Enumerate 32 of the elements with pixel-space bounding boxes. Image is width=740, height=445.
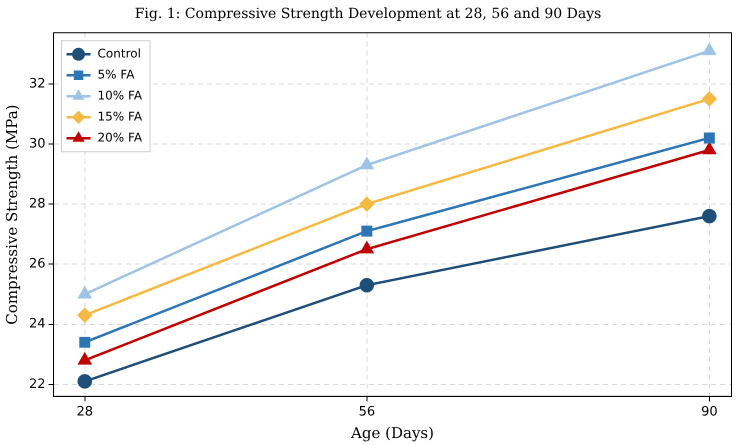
x-tick-label: 28 <box>76 404 94 420</box>
y-tick-label: 32 <box>28 76 46 92</box>
y-tick-label: 26 <box>28 256 46 272</box>
point <box>360 158 374 170</box>
y-tick-label: 22 <box>28 376 46 392</box>
point <box>702 142 716 154</box>
legend-label: 5% FA <box>98 67 136 82</box>
point <box>702 208 717 224</box>
point <box>360 242 374 254</box>
x-tick-label: 90 <box>701 404 718 420</box>
y-tick-label: 24 <box>28 316 46 332</box>
y-tick-label: 28 <box>28 196 46 212</box>
point <box>360 196 374 212</box>
point <box>361 226 372 237</box>
point <box>79 336 90 348</box>
x-tick-label: 56 <box>358 404 376 420</box>
point <box>360 278 374 292</box>
point <box>78 308 92 323</box>
legend-label: 15% FA <box>98 109 143 124</box>
point <box>78 353 92 365</box>
point <box>78 286 92 298</box>
chart-title: Fig. 1: Compressive Strength Development at 28, 56 and 90 Days <box>134 6 602 22</box>
x-axis-title: Age (Days) <box>350 424 434 442</box>
legend-label: 20% FA <box>98 130 143 144</box>
legend-label: Control <box>98 46 141 60</box>
legend-label: 10% FA <box>98 88 143 102</box>
point <box>704 132 715 144</box>
y-axis-title: Compressive Strength (MPa) <box>2 104 21 325</box>
point <box>702 44 716 56</box>
point <box>78 374 92 389</box>
point <box>702 92 717 106</box>
y-tick-label: 30 <box>28 136 46 152</box>
